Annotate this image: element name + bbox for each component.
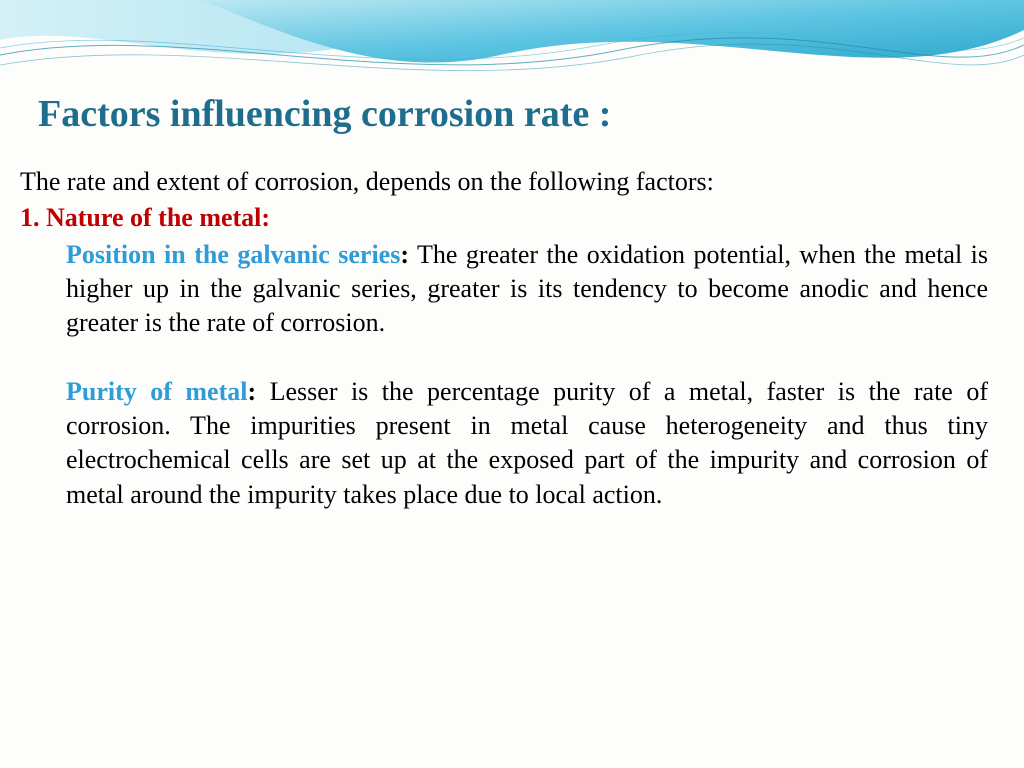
sub1-colon: :: [400, 240, 409, 269]
section-number: 1.: [20, 203, 40, 232]
paragraph-2: Purity of metal: Lesser is the percentag…: [20, 375, 988, 512]
section-heading-text: Nature of the metal: [46, 203, 261, 232]
sub-heading-1: Position in the galvanic series: [66, 240, 400, 269]
decorative-wave: [0, 0, 1024, 160]
sub2-colon: :: [247, 377, 256, 406]
section-1-heading: 1. Nature of the metal:: [20, 201, 988, 235]
paragraph-1: Position in the galvanic series: The gre…: [20, 238, 988, 341]
section-colon: :: [261, 203, 270, 232]
slide-title: Factors influencing corrosion rate :: [38, 92, 611, 136]
intro-text: The rate and extent of corrosion, depend…: [20, 165, 988, 199]
slide-content: The rate and extent of corrosion, depend…: [20, 165, 988, 512]
sub-heading-2: Purity of metal: [66, 377, 247, 406]
